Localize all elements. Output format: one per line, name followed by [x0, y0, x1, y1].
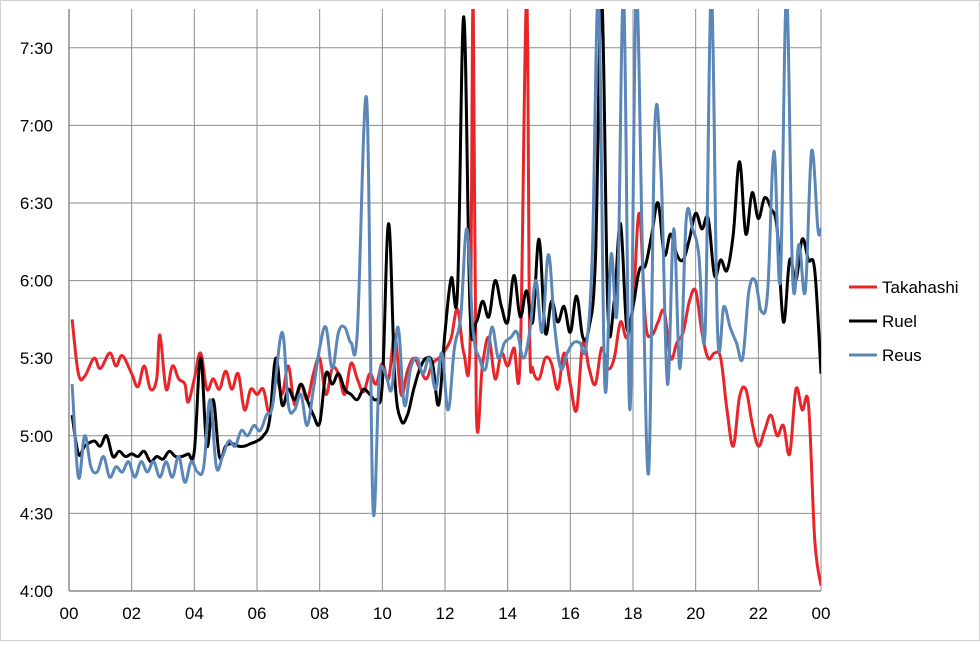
legend: Takahashi Ruel Reus — [849, 278, 959, 365]
y-tick-label: 6:00 — [20, 272, 53, 291]
y-tick-label: 5:30 — [20, 349, 53, 368]
y-axis-ticks: 4:00 4:30 5:00 5:30 6:00 6:30 7:00 7:30 — [20, 39, 53, 601]
legend-label: Reus — [882, 346, 922, 365]
y-tick-label: 7:30 — [20, 39, 53, 58]
x-tick-label: 02 — [122, 604, 141, 623]
x-tick-label: 18 — [624, 604, 643, 623]
y-tick-label: 4:30 — [20, 504, 53, 523]
legend-item-ruel: Ruel — [849, 312, 917, 331]
x-tick-label: 16 — [561, 604, 580, 623]
y-tick-label: 6:30 — [20, 194, 53, 213]
y-tick-label: 7:00 — [20, 116, 53, 135]
plot-lines — [70, 9, 821, 587]
legend-label: Takahashi — [882, 278, 959, 297]
axes — [68, 9, 821, 592]
y-tick-label: 5:00 — [20, 427, 53, 446]
x-tick-label: 14 — [498, 604, 517, 623]
legend-item-reus: Reus — [849, 346, 922, 365]
series-line-reus — [70, 9, 821, 518]
x-tick-label: 20 — [686, 604, 705, 623]
x-tick-label: 22 — [749, 604, 768, 623]
x-axis-ticks: 00 02 04 06 08 10 12 14 16 18 20 22 00 — [60, 604, 831, 623]
x-tick-label: 04 — [185, 604, 204, 623]
legend-item-takahashi: Takahashi — [849, 278, 959, 297]
series-line-takahashi — [70, 9, 821, 587]
x-tick-label: 08 — [310, 604, 329, 623]
x-tick-label: 10 — [373, 604, 392, 623]
x-tick-label: 12 — [436, 604, 455, 623]
y-tick-label: 4:00 — [20, 582, 53, 601]
x-tick-label: 06 — [248, 604, 267, 623]
x-tick-label: 00 — [60, 604, 79, 623]
x-tick-label: 00 — [812, 604, 831, 623]
legend-label: Ruel — [882, 312, 917, 331]
